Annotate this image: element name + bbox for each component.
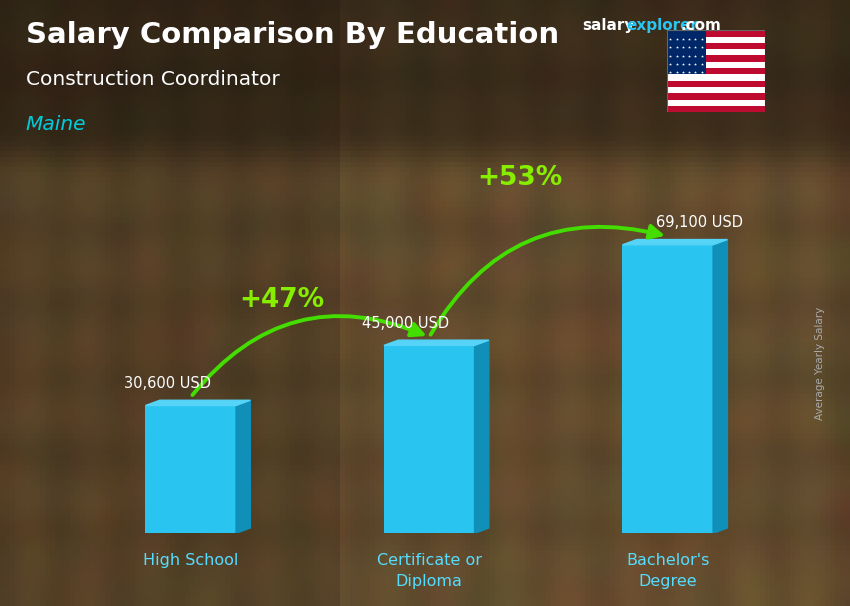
Polygon shape bbox=[384, 340, 489, 345]
Bar bbox=[667, 36, 765, 43]
Text: Average Yearly Salary: Average Yearly Salary bbox=[815, 307, 825, 420]
Text: 45,000 USD: 45,000 USD bbox=[362, 316, 450, 331]
Bar bbox=[667, 68, 765, 75]
Bar bbox=[667, 62, 765, 68]
Bar bbox=[667, 93, 765, 99]
Text: 69,100 USD: 69,100 USD bbox=[656, 215, 743, 230]
Polygon shape bbox=[474, 340, 489, 533]
Bar bbox=[667, 43, 765, 49]
Bar bbox=[667, 81, 765, 87]
Bar bbox=[667, 49, 765, 56]
Polygon shape bbox=[145, 400, 251, 405]
Text: .com: .com bbox=[680, 18, 721, 33]
Text: 30,600 USD: 30,600 USD bbox=[124, 376, 211, 391]
Bar bbox=[667, 99, 765, 106]
Polygon shape bbox=[622, 239, 728, 245]
Text: +53%: +53% bbox=[477, 165, 563, 191]
Polygon shape bbox=[236, 400, 251, 533]
Text: Salary Comparison By Education: Salary Comparison By Education bbox=[26, 21, 558, 49]
Text: salary: salary bbox=[582, 18, 635, 33]
Text: Maine: Maine bbox=[26, 115, 86, 134]
Bar bbox=[667, 106, 765, 112]
Bar bbox=[667, 87, 765, 93]
Bar bbox=[622, 245, 713, 533]
Text: +47%: +47% bbox=[239, 287, 324, 313]
Bar bbox=[667, 56, 765, 62]
Bar bbox=[667, 30, 706, 75]
Bar bbox=[145, 405, 236, 533]
Bar bbox=[667, 30, 765, 36]
Bar bbox=[667, 75, 765, 81]
Polygon shape bbox=[713, 239, 728, 533]
Bar bbox=[384, 345, 474, 533]
Bar bbox=[0, 0, 340, 606]
Text: explorer: explorer bbox=[626, 18, 699, 33]
Text: Construction Coordinator: Construction Coordinator bbox=[26, 70, 280, 88]
